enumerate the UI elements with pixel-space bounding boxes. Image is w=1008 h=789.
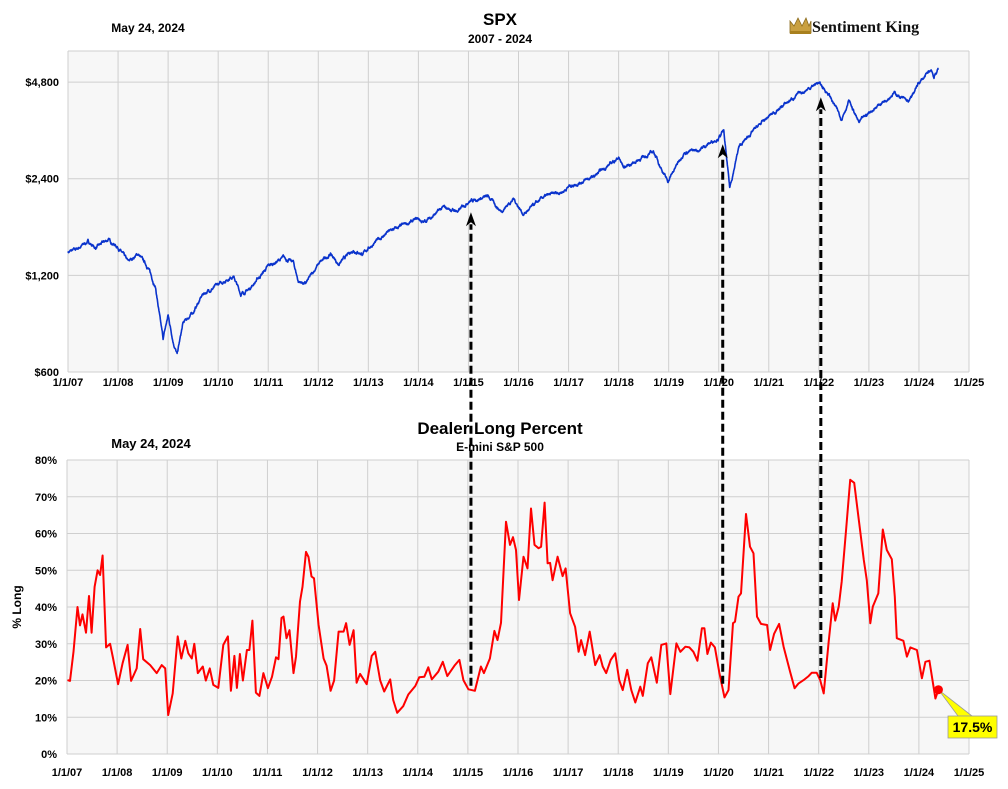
- spx-x-tick-label: 1/1/24: [904, 377, 935, 389]
- dealer-x-axis: 1/1/07 1/1/08 1/1/09 1/1/10 1/1/11 1/1/12 1/1/…: [52, 767, 985, 779]
- spx-x-tick-label: 1/1/18: [603, 377, 634, 389]
- spx-y-tick-label: $600: [35, 367, 59, 379]
- dealer-x-tick-label: 1/1/09: [152, 767, 183, 779]
- logo-text: Sentiment King: [812, 19, 919, 36]
- dealer-x-tick-label: 1/1/11: [252, 767, 282, 779]
- dealer-x-tick-label: 1/1/24: [904, 767, 935, 779]
- dealer-y-axis-label: % Long: [10, 585, 24, 628]
- dealer-x-tick-label: 1/1/17: [553, 767, 584, 779]
- spx-y-tick-label: $2,400: [25, 174, 59, 186]
- dealer-x-tick-label: 1/1/21: [753, 767, 784, 779]
- dealer-date-label: May 24, 2024: [111, 436, 191, 451]
- dealer-y-tick-label: 70%: [35, 492, 57, 504]
- spx-x-tick-label: 1/1/20: [703, 377, 734, 389]
- spx-x-tick-label: 1/1/08: [103, 377, 134, 389]
- spx-chart-title: SPX: [483, 10, 518, 29]
- dealer-y-axis: 0% 10% 20% 30% 40% 50% 60% 70% 80%: [35, 455, 57, 761]
- annotation-arrow: [465, 212, 476, 686]
- spx-x-tick-label: 1/1/09: [153, 377, 184, 389]
- dealer-x-tick-label: 1/1/12: [302, 767, 333, 779]
- spx-chart-subtitle: 2007 - 2024: [468, 32, 532, 46]
- sentiment-king-logo: Sentiment King: [789, 17, 919, 36]
- spx-date-label: May 24, 2024: [111, 21, 185, 35]
- spx-x-tick-label: 1/1/16: [503, 377, 534, 389]
- spx-x-axis: 1/1/07 1/1/08 1/1/09 1/1/10 1/1/11 1/1/12 1/1/…: [53, 377, 985, 389]
- dealer-x-tick-label: 1/1/25: [954, 767, 985, 779]
- spx-x-tick-label: 1/1/10: [203, 377, 234, 389]
- dealer-grid: [66, 459, 970, 755]
- crown-icon: [789, 17, 812, 34]
- dealer-y-tick-label: 0%: [41, 749, 57, 761]
- dealer-chart-subtitle: E-mini S&P 500: [456, 440, 544, 454]
- dealer-y-tick-label: 50%: [35, 565, 57, 577]
- spx-x-tick-label: 1/1/19: [653, 377, 684, 389]
- dealer-x-tick-label: 1/1/14: [402, 767, 433, 779]
- dealer-chart-title: Dealer Long Percent: [417, 419, 583, 438]
- dealer-x-tick-label: 1/1/19: [653, 767, 684, 779]
- spx-x-tick-label: 1/1/17: [553, 377, 584, 389]
- dealer-x-tick-label: 1/1/07: [52, 767, 83, 779]
- spx-x-tick-label: 1/1/13: [353, 377, 384, 389]
- callout-box: [947, 715, 998, 739]
- spx-y-tick-label: $1,200: [25, 270, 59, 282]
- spx-x-tick-label: 1/1/25: [954, 377, 985, 389]
- spx-x-tick-label: 1/1/23: [854, 377, 885, 389]
- dealer-x-tick-label: 1/1/20: [703, 767, 734, 779]
- dealer-x-tick-label: 1/1/22: [803, 767, 834, 779]
- spx-x-tick-label: 1/1/07: [53, 377, 84, 389]
- dealer-x-tick-label: 1/1/10: [202, 767, 233, 779]
- dealer-y-tick-label: 30%: [35, 639, 57, 651]
- spx-x-tick-label: 1/1/15: [453, 377, 484, 389]
- spx-x-tick-label: 1/1/14: [403, 377, 434, 389]
- spx-y-tick-label: $4,800: [25, 77, 59, 89]
- spx-x-tick-label: 1/1/11: [253, 377, 283, 389]
- spx-grid: [67, 50, 970, 373]
- dealer-y-tick-label: 10%: [35, 712, 57, 724]
- last-value-label: 17.5%: [953, 719, 993, 735]
- spx-x-tick-label: 1/1/22: [804, 377, 835, 389]
- spx-x-tick-label: 1/1/21: [753, 377, 784, 389]
- last-value-marker: [933, 685, 943, 695]
- dealer-y-tick-label: 20%: [35, 676, 57, 688]
- dealer-y-tick-label: 80%: [35, 455, 57, 467]
- spx-y-axis: $600 $1,200 $2,400 $4,800: [25, 77, 59, 379]
- dealer-x-tick-label: 1/1/18: [603, 767, 634, 779]
- dealer-series-line: [67, 478, 940, 716]
- dealer-y-tick-label: 60%: [35, 529, 57, 541]
- dealer-y-tick-label: 40%: [35, 602, 57, 614]
- last-value-callout: 17.5%: [933, 685, 998, 739]
- arrow-head-icon: [717, 144, 728, 159]
- annotation-arrow: [717, 144, 728, 684]
- dealer-x-tick-label: 1/1/23: [853, 767, 884, 779]
- dealer-x-tick-label: 1/1/15: [453, 767, 484, 779]
- spx-series-line: [67, 67, 940, 355]
- arrow-head-icon: [465, 212, 476, 227]
- dealer-x-tick-label: 1/1/08: [102, 767, 133, 779]
- annotation-arrows: [465, 97, 826, 686]
- dealer-x-tick-label: 1/1/13: [352, 767, 383, 779]
- dealer-x-tick-label: 1/1/16: [503, 767, 534, 779]
- annotation-arrow: [815, 97, 826, 679]
- spx-x-tick-label: 1/1/12: [303, 377, 334, 389]
- arrow-head-icon: [815, 97, 826, 112]
